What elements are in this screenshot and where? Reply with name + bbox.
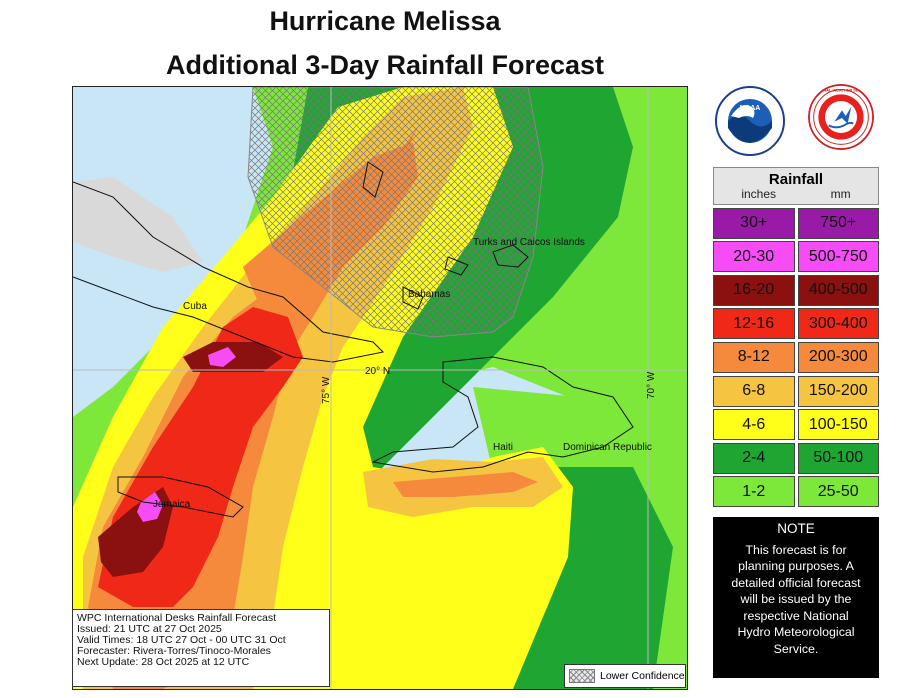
graticule	[73, 87, 687, 689]
note-line-5: respective National	[743, 608, 849, 623]
lower-confidence-legend: Lower Confidence	[564, 664, 686, 688]
label-lon-70w: 70° W	[646, 371, 657, 399]
coast-hispaniola	[371, 356, 634, 473]
legend-rows: 30+ 750+ 20-30 500-750 16-20 400-500 12-16 300-…	[713, 207, 879, 508]
noaa-logo-text: NOAA	[740, 105, 761, 112]
legend-cell-mm: 300-400	[797, 308, 879, 340]
legend-row: 12-16 300-400	[713, 308, 879, 340]
nws-logo-text: NATIONAL WEATHER SERVICE	[812, 88, 871, 93]
legend-row: 2-4 50-100	[713, 442, 879, 474]
land-cuba-west	[73, 177, 203, 272]
coastlines	[73, 161, 634, 518]
info-line-5: Next Update: 28 Oct 2025 at 12 UTC	[77, 656, 250, 668]
rainfall-map: Cuba Jamaica Bahamas Turks and Caicos Is…	[72, 86, 688, 690]
label-bahamas: Bahamas	[408, 289, 450, 300]
hatch-swatch	[569, 669, 595, 683]
nws-logo-icon: NATIONAL WEATHER SERVICE	[808, 84, 874, 150]
note-line-1: This forecast is for	[745, 542, 847, 557]
legend-cell-mm: 100-150	[797, 409, 879, 441]
coast-bahamas-2	[402, 286, 424, 310]
label-turks-and-caicos: Turks and Caicos Islands	[473, 237, 585, 248]
legend-cell-in: 1-2	[713, 476, 795, 508]
coast-bahamas-1	[362, 161, 384, 198]
legend-cell-in: 12-16	[713, 308, 795, 340]
legend-cell-in: 6-8	[713, 375, 795, 407]
legend-cell-mm: 25-50	[797, 476, 879, 508]
legend-title: Rainfall	[768, 171, 824, 188]
title-line-2: Additional 3-Day Rainfall Forecast	[165, 50, 605, 80]
note-line-6: Hydro Meteorological	[737, 625, 855, 639]
legend-cell-in: 16-20	[713, 274, 795, 306]
note-box: NOTE This forecast is for planning purpo…	[713, 517, 879, 678]
info-line-2: Issued: 21 UTC at 27 Oct 2025	[77, 623, 222, 635]
coast-turks	[492, 244, 529, 268]
legend-cell-mm: 150-200	[797, 375, 879, 407]
forecast-info-box: WPC International Desks Rainfall Forecas…	[72, 609, 330, 687]
label-lon-75w: 75° W	[321, 376, 332, 404]
label-dominican-republic: Dominican Republic	[563, 442, 652, 453]
noaa-logo-icon: NOAA	[715, 86, 785, 156]
rainfall-legend: Rainfall inches mm 30+ 750+ 20-30 500-750 16…	[713, 167, 879, 508]
info-line-3: Valid Times: 18 UTC 27 Oct - 00 UTC 31 O…	[77, 634, 286, 646]
legend-cell-mm: 400-500	[797, 274, 879, 306]
label-lat-20n: 20° N	[365, 366, 390, 377]
legend-cell-in: 4-6	[713, 409, 795, 441]
legend-unit-mm: mm	[830, 187, 851, 201]
legend-row: 30+ 750+	[713, 207, 879, 239]
legend-header: Rainfall inches mm	[713, 167, 879, 205]
legend-row: 8-12 200-300	[713, 341, 879, 373]
note-line-3: detailed official forecast	[731, 575, 861, 590]
label-cuba: Cuba	[183, 301, 207, 312]
label-haiti: Haiti	[493, 442, 513, 453]
note-line-7: Service.	[773, 641, 819, 656]
coast-cuba	[73, 181, 385, 363]
legend-row: 20-30 500-750	[713, 241, 879, 273]
legend-row: 6-8 150-200	[713, 375, 879, 407]
legend-cell-in: 30+	[713, 207, 795, 239]
lower-confidence-area	[247, 87, 544, 338]
rain-8-12-hispaniola	[393, 472, 538, 497]
note-heading: NOTE	[777, 521, 815, 536]
coast-bahamas-3	[444, 256, 469, 276]
note-line-2: planning purposes. A	[738, 559, 854, 573]
legend-cell-mm: 50-100	[797, 442, 879, 474]
legend-cell-in: 2-4	[713, 442, 795, 474]
label-jamaica: Jamaica	[153, 499, 191, 510]
legend-row: 1-2 25-50	[713, 476, 879, 508]
legend-row: 16-20 400-500	[713, 274, 879, 306]
legend-cell-mm: 200-300	[797, 341, 879, 373]
legend-row: 4-6 100-150	[713, 409, 879, 441]
title-line-1: Hurricane Melissa	[269, 6, 501, 36]
rain-20-30-cuba	[208, 347, 236, 367]
legend-cell-in: 8-12	[713, 341, 795, 373]
info-line-1: WPC International Desks Rainfall Forecas…	[77, 612, 276, 624]
rain-20-30-jamaica	[137, 492, 163, 522]
lower-confidence-label: Lower Confidence	[600, 670, 685, 682]
legend-cell-mm: 750+	[797, 207, 879, 239]
info-line-4: Forecaster: Rivera-Torres/Tinoco-Morales	[77, 645, 271, 657]
coast-jamaica	[117, 476, 244, 518]
legend-cell-mm: 500-750	[797, 241, 879, 273]
legend-unit-inches: inches	[741, 187, 777, 201]
note-line-4: will be issued by the	[740, 592, 852, 606]
legend-cell-in: 20-30	[713, 241, 795, 273]
